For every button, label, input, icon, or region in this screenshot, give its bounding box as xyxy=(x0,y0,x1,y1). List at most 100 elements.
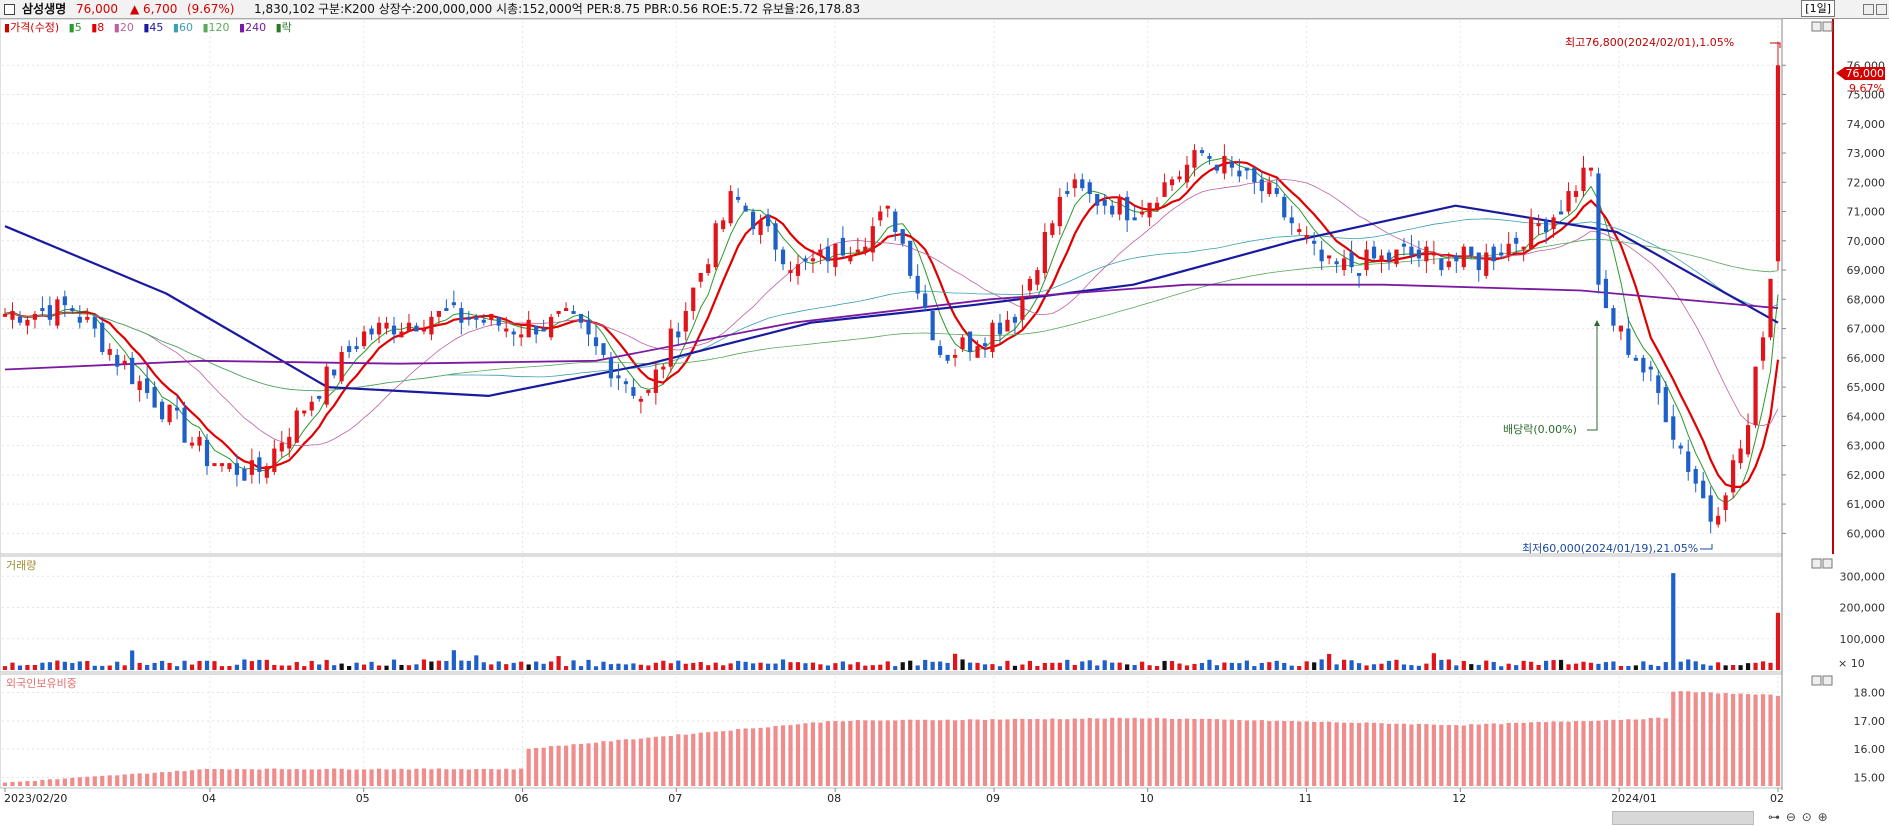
horizontal-scrollbar[interactable] xyxy=(1612,811,1754,825)
zoom-in-icon[interactable]: ⊕ xyxy=(1817,810,1828,824)
candle-body xyxy=(1184,164,1190,183)
foreign-bar xyxy=(1484,723,1489,786)
candle-body xyxy=(1334,261,1339,265)
foreign-bar xyxy=(197,769,202,786)
ma240-line xyxy=(4,283,1779,371)
foreign-bar xyxy=(900,719,905,786)
legend-ma8[interactable]: ▮8 xyxy=(91,21,105,34)
volume-bar xyxy=(212,661,217,670)
foreign-bar xyxy=(653,736,658,786)
foreign-bar xyxy=(1476,724,1481,786)
foreign-bar xyxy=(1760,694,1766,786)
candle-body xyxy=(1439,258,1444,271)
volume-bar xyxy=(272,664,277,670)
candle-body xyxy=(706,264,711,273)
volume-bar xyxy=(526,664,531,670)
legend-ma5[interactable]: ▮5 xyxy=(68,21,82,34)
foreign-bar xyxy=(1745,694,1751,786)
volume-bar xyxy=(1199,662,1205,670)
zoom-reset-icon[interactable]: ⊙ xyxy=(1801,810,1812,824)
x-tick-label: 02 xyxy=(1770,792,1784,805)
volume-bar xyxy=(182,660,187,670)
candle-body xyxy=(317,395,322,399)
volume-panel-title: 거래량 xyxy=(6,559,36,572)
x-tick-label: 04 xyxy=(202,792,216,805)
period-selector[interactable]: [1일] xyxy=(1801,0,1835,17)
legend-ma45[interactable]: ▮45 xyxy=(143,21,164,34)
volume-bar xyxy=(668,663,673,670)
volume-bar xyxy=(1364,665,1369,670)
x-tick-label: 10 xyxy=(1140,792,1154,805)
foreign-bar xyxy=(855,720,860,786)
foreign-bar xyxy=(556,745,561,786)
price-tick-label: 73,000 xyxy=(1847,147,1886,160)
volume-bar xyxy=(549,661,554,670)
foreign-bar xyxy=(1207,718,1212,786)
foreign-panel-min-icon[interactable] xyxy=(1811,675,1822,686)
candle-body xyxy=(1274,188,1279,194)
foreign-bar xyxy=(1244,720,1249,786)
foreign-bar xyxy=(47,779,52,786)
foreign-panel-close-icon[interactable] xyxy=(1822,675,1833,686)
foreign-bar xyxy=(384,769,389,786)
price-panel-min-icon[interactable] xyxy=(1811,21,1822,32)
x-tick-label: 2024/01 xyxy=(1611,792,1657,805)
volume-bar xyxy=(638,664,643,670)
foreign-bar xyxy=(638,738,643,786)
foreign-bar xyxy=(264,768,269,786)
foreign-bar xyxy=(833,721,838,786)
foreign-bar xyxy=(167,772,172,786)
candle-body xyxy=(122,360,127,364)
candle-body xyxy=(1409,246,1414,256)
foreign-bar xyxy=(646,737,651,786)
legend-ex-dividend[interactable]: ▮락 xyxy=(275,21,292,34)
foreign-bar xyxy=(519,768,524,786)
legend-ma20[interactable]: ▮20 xyxy=(113,21,134,34)
volume-bar xyxy=(967,662,973,670)
candle-body xyxy=(399,331,404,338)
volume-bar xyxy=(242,659,247,670)
window-checkbox[interactable] xyxy=(4,4,15,15)
foreign-bar xyxy=(1371,722,1377,786)
scroll-slider-icon[interactable]: ⊶ xyxy=(1768,810,1780,824)
legend-price[interactable]: ▮가격(수정) xyxy=(4,21,60,34)
volume-bar xyxy=(481,662,486,670)
minimize-icon[interactable] xyxy=(1863,4,1874,15)
volume-bar xyxy=(234,664,240,670)
price-panel-close-icon[interactable] xyxy=(1822,21,1833,32)
volume-bar xyxy=(840,661,845,670)
volume-tick-label: 300,000 xyxy=(1840,570,1886,583)
zoom-out-icon[interactable]: ⊖ xyxy=(1785,810,1796,824)
candle-body xyxy=(1469,246,1474,256)
candle-body xyxy=(354,346,359,350)
volume-bar xyxy=(287,665,292,670)
volume-bar xyxy=(833,663,838,670)
legend-ma60[interactable]: ▮60 xyxy=(172,21,193,34)
volume-panel xyxy=(0,555,1783,673)
foreign-bar xyxy=(302,769,307,786)
volume-panel-min-icon[interactable] xyxy=(1811,558,1822,569)
close-icon[interactable] xyxy=(1876,4,1887,15)
candle-body xyxy=(1087,182,1092,194)
volume-bar xyxy=(1102,660,1107,670)
volume-bar xyxy=(174,666,180,670)
candle-body xyxy=(1484,252,1489,276)
foreign-bar xyxy=(1386,723,1392,786)
foreign-bar xyxy=(549,746,554,786)
candle-body xyxy=(1386,252,1392,262)
legend-ma240[interactable]: ▮240 xyxy=(239,21,267,34)
volume-bar xyxy=(1057,662,1062,670)
price-tick-label: 60,000 xyxy=(1847,527,1886,540)
candle-body xyxy=(70,308,75,312)
foreign-bar xyxy=(227,769,232,786)
volume-panel-close-icon[interactable] xyxy=(1822,558,1833,569)
volume-bar xyxy=(1491,661,1496,670)
candle-body xyxy=(1162,182,1167,197)
candle-body xyxy=(474,316,479,320)
legend-ma120[interactable]: ▮120 xyxy=(202,21,230,34)
volume-bar xyxy=(541,663,546,670)
price-tick-label: 72,000 xyxy=(1847,176,1886,189)
foreign-bar xyxy=(923,719,928,786)
foreign-bar xyxy=(1566,721,1571,786)
